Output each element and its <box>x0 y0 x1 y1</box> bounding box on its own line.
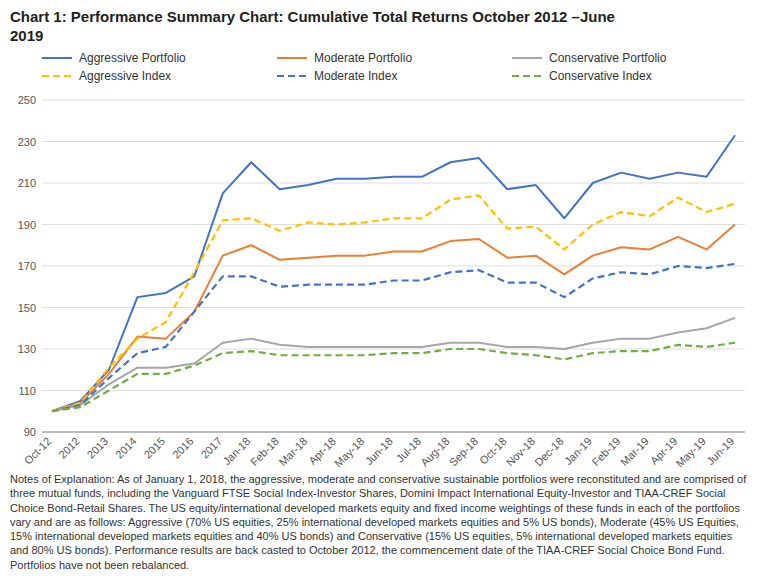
y-tick-label: 250 <box>18 94 36 106</box>
x-tick-label: 2014 <box>113 435 139 461</box>
x-tick-label: May-19 <box>674 435 708 469</box>
grid-line <box>42 183 745 184</box>
x-tick-label: Oct-12 <box>22 435 54 467</box>
x-tick-label: Jan-19 <box>562 435 594 467</box>
grid-line <box>42 224 745 225</box>
legend-label: Conservative Portfolio <box>549 51 667 65</box>
grid-line <box>42 100 745 101</box>
title-line: Chart 1: Performance Summary Chart: Cumu… <box>10 8 615 25</box>
x-tick-label: 2016 <box>170 435 196 461</box>
title: Chart 1: Performance Summary Chart: Cumu… <box>10 8 615 44</box>
legend-swatch <box>42 75 72 77</box>
x-tick-label: Jun-18 <box>363 435 395 467</box>
x-tick-label: Feb-18 <box>248 435 281 468</box>
x-axis: Oct-12201220132014201520162017Jan-18Feb-… <box>22 435 737 469</box>
series-line <box>52 225 735 412</box>
legend: Aggressive Portfolio Moderate Portfolio Co… <box>42 51 667 83</box>
x-tick-label: Dec-18 <box>532 435 566 469</box>
title-line: 2019 <box>10 27 43 44</box>
grid-line <box>42 390 745 391</box>
x-axis-line <box>42 432 745 433</box>
legend-label: Conservative Index <box>549 69 652 83</box>
grid-line <box>42 266 745 267</box>
y-tick-label: 230 <box>18 136 36 148</box>
grid-line <box>42 307 745 308</box>
y-tick-label: 150 <box>18 302 36 314</box>
x-tick-label: Jun-19 <box>704 435 736 467</box>
series-line <box>52 264 735 411</box>
x-tick-label: Mar-18 <box>276 435 309 468</box>
notes: Notes of Explanation: As of January 1, 2… <box>10 472 750 572</box>
legend-label: Aggressive Portfolio <box>79 51 186 65</box>
series-line <box>52 135 735 411</box>
lines <box>52 135 735 411</box>
x-tick-label: Nov-18 <box>504 435 538 469</box>
y-tick-label: 90 <box>24 426 36 438</box>
series-line <box>52 343 735 411</box>
x-tick-label: Jan-18 <box>220 435 252 467</box>
x-tick-label: Oct-18 <box>477 435 509 467</box>
x-tick-label: Aug-18 <box>418 435 452 469</box>
series-line <box>52 318 735 411</box>
x-tick-label: 2017 <box>198 435 224 461</box>
page: {"chart_data": { "type": "line", "title"… <box>0 0 760 581</box>
x-tick-label: 2012 <box>56 435 82 461</box>
legend-swatch <box>277 75 307 77</box>
legend-label: Moderate Index <box>314 69 397 83</box>
legend-label: Aggressive Index <box>79 69 171 83</box>
legend-swatch <box>512 57 542 59</box>
y-tick-label: 190 <box>18 219 36 231</box>
grid-line <box>42 432 745 433</box>
x-tick-label: May-18 <box>332 435 366 469</box>
x-tick-label: 2015 <box>141 435 167 461</box>
y-tick-label: 130 <box>18 343 36 355</box>
y-tick-label: 210 <box>18 177 36 189</box>
grid-line <box>42 141 745 142</box>
legend-swatch <box>42 57 72 59</box>
legend-swatch <box>512 75 542 77</box>
x-tick-label: Sep-18 <box>447 435 481 469</box>
y-tick-label: 170 <box>18 260 36 272</box>
grid-line <box>42 349 745 350</box>
x-tick-label: 2013 <box>85 435 111 461</box>
y-axis: 90 110 130 150 170 190 210 230 250 <box>18 94 745 438</box>
x-tick-label: Mar-19 <box>618 435 651 468</box>
y-tick-label: 110 <box>18 385 36 397</box>
legend-swatch <box>277 57 307 59</box>
series-line <box>52 195 735 411</box>
x-tick-label: Feb-19 <box>589 435 622 468</box>
legend-label: Moderate Portfolio <box>314 51 412 65</box>
